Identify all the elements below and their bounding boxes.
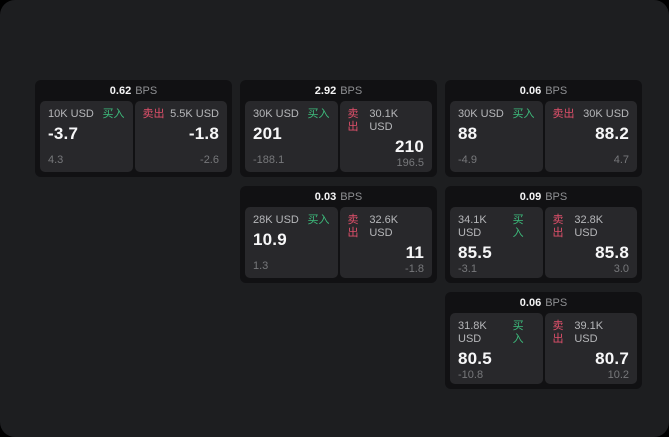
sell-side-label: 卖出	[347, 214, 359, 239]
sell-price: 11	[405, 243, 424, 262]
sell-side-label: 卖出	[552, 108, 575, 120]
buy-side-label: 买入	[512, 214, 524, 239]
buy-sub-value: -4.9	[458, 154, 477, 166]
sell-price: -1.8	[188, 124, 219, 143]
sell-sub-value: 4.7	[613, 154, 629, 166]
sell-side-label: 卖出	[142, 108, 165, 120]
buy-price: 10.9	[253, 230, 287, 249]
quote-card-1: 0.62 BPS 10K USD 买入 -3.7 4.3 卖出 5.5K USD	[35, 80, 232, 177]
sell-sub-value: -1.8	[405, 263, 424, 275]
quote-panels: 28K USD 买入 10.9 1.3 卖出 32.6K USD 11 -1.8	[240, 207, 437, 278]
buy-amount: 28K USD	[253, 214, 299, 226]
bps-value: 0.09	[519, 190, 542, 203]
buy-panel[interactable]: 28K USD 买入 10.9 1.3	[245, 207, 338, 278]
buy-panel[interactable]: 10K USD 买入 -3.7 4.3	[40, 101, 133, 172]
bps-header: 2.92 BPS	[240, 80, 437, 101]
buy-panel[interactable]: 30K USD 买入 201 -188.1	[245, 101, 338, 172]
bps-unit-label: BPS	[545, 190, 568, 203]
bps-header: 0.09 BPS	[445, 186, 642, 207]
sell-amount: 30K USD	[583, 108, 629, 120]
sell-amount: 39.1K USD	[574, 320, 604, 345]
buy-side-label: 买入	[307, 108, 330, 120]
sell-amount: 32.8K USD	[574, 214, 604, 239]
buy-sub-value: 4.3	[48, 154, 64, 166]
sell-side-label: 卖出	[347, 108, 359, 133]
buy-price: 88	[458, 124, 478, 143]
buy-side-label: 买入	[102, 108, 125, 120]
buy-amount: 34.1K USD	[458, 214, 487, 239]
buy-amount: 30K USD	[458, 108, 504, 120]
quote-panels: 31.8K USD 买入 80.5 -10.8 卖出 39.1K USD 80.…	[445, 313, 642, 384]
buy-side-label: 买入	[512, 108, 535, 120]
buy-sub-value: -3.1	[458, 263, 477, 275]
bps-header: 0.06 BPS	[445, 80, 642, 101]
buy-amount: 30K USD	[253, 108, 299, 120]
buy-price: 85.5	[458, 243, 492, 262]
buy-amount: 31.8K USD	[458, 320, 487, 345]
buy-price: 201	[253, 124, 282, 143]
buy-panel[interactable]: 30K USD 买入 88 -4.9	[450, 101, 543, 172]
quote-panels: 30K USD 买入 88 -4.9 卖出 30K USD 88.2 4.7	[445, 101, 642, 172]
buy-panel[interactable]: 34.1K USD 买入 85.5 -3.1	[450, 207, 543, 278]
sell-side-label: 卖出	[552, 320, 564, 345]
bps-unit-label: BPS	[545, 296, 568, 309]
buy-sub-value: -188.1	[253, 154, 285, 166]
sell-price: 210	[395, 137, 424, 156]
quote-panels: 30K USD 买入 201 -188.1 卖出 30.1K USD 210 1…	[240, 101, 437, 172]
bps-value: 0.03	[314, 190, 337, 203]
bps-header: 0.06 BPS	[445, 292, 642, 313]
sell-panel[interactable]: 卖出 5.5K USD -1.8 -2.6	[134, 101, 227, 172]
buy-side-label: 买入	[512, 320, 524, 345]
sell-sub-value: 10.2	[607, 369, 629, 381]
bps-unit-label: BPS	[340, 190, 363, 203]
sell-amount: 5.5K USD	[170, 108, 219, 120]
bps-header: 0.62 BPS	[35, 80, 232, 101]
sell-panel[interactable]: 卖出 32.8K USD 85.8 3.0	[544, 207, 637, 278]
sell-panel[interactable]: 卖出 39.1K USD 80.7 10.2	[544, 313, 637, 384]
sell-panel[interactable]: 卖出 30.1K USD 210 196.5	[339, 101, 432, 172]
quote-card-5: 0.09 BPS 34.1K USD 买入 85.5 -3.1 卖出 32.8K…	[445, 186, 642, 283]
sell-sub-value: -2.6	[200, 154, 219, 166]
buy-side-label: 买入	[307, 214, 330, 226]
buy-sub-value: 1.3	[253, 260, 269, 272]
sell-price: 88.2	[595, 124, 629, 143]
sell-price: 85.8	[595, 243, 629, 262]
bps-value: 0.62	[109, 84, 132, 97]
buy-price: 80.5	[458, 349, 492, 368]
buy-price: -3.7	[48, 124, 79, 143]
sell-panel[interactable]: 卖出 30K USD 88.2 4.7	[544, 101, 637, 172]
buy-panel[interactable]: 31.8K USD 买入 80.5 -10.8	[450, 313, 543, 384]
quote-card-6: 0.06 BPS 31.8K USD 买入 80.5 -10.8 卖出 39.1…	[445, 292, 642, 389]
bps-unit-label: BPS	[545, 84, 568, 97]
bps-unit-label: BPS	[340, 84, 363, 97]
quote-panels: 10K USD 买入 -3.7 4.3 卖出 5.5K USD -1.8 -2.…	[35, 101, 232, 172]
sell-panel[interactable]: 卖出 32.6K USD 11 -1.8	[339, 207, 432, 278]
quote-card-3: 0.06 BPS 30K USD 买入 88 -4.9 卖出 30K USD	[445, 80, 642, 177]
bps-value: 0.06	[519, 84, 542, 97]
sell-side-label: 卖出	[552, 214, 564, 239]
quote-panels: 34.1K USD 买入 85.5 -3.1 卖出 32.8K USD 85.8…	[445, 207, 642, 278]
sell-price: 80.7	[595, 349, 629, 368]
bps-header: 0.03 BPS	[240, 186, 437, 207]
bps-unit-label: BPS	[135, 84, 158, 97]
buy-amount: 10K USD	[48, 108, 94, 120]
quote-card-2: 2.92 BPS 30K USD 买入 201 -188.1 卖出 30.1K …	[240, 80, 437, 177]
sell-sub-value: 196.5	[396, 157, 424, 169]
quote-card-4: 0.03 BPS 28K USD 买入 10.9 1.3 卖出 32.6K US…	[240, 186, 437, 283]
sell-amount: 32.6K USD	[369, 214, 399, 239]
bps-value: 0.06	[519, 296, 542, 309]
buy-sub-value: -10.8	[458, 369, 484, 381]
sell-amount: 30.1K USD	[369, 108, 399, 133]
bps-value: 2.92	[314, 84, 337, 97]
sell-sub-value: 3.0	[613, 263, 629, 275]
